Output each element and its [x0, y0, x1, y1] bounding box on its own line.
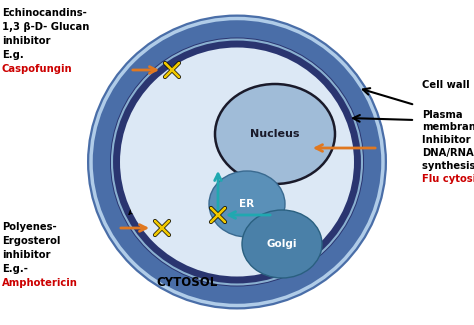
Text: inhibitor: inhibitor	[2, 250, 51, 260]
Text: inhibitor: inhibitor	[2, 36, 51, 46]
Text: Ergosterol: Ergosterol	[2, 236, 60, 246]
Text: Lanosterol to Ergosterol: Lanosterol to Ergosterol	[155, 146, 279, 155]
Ellipse shape	[215, 84, 335, 184]
Text: Azoles: Azoles	[128, 208, 163, 217]
Text: Fluconazole: Fluconazole	[230, 230, 293, 239]
Text: synthesis E.g.: synthesis E.g.	[422, 161, 474, 171]
Ellipse shape	[120, 47, 354, 277]
Text: Echinocandins-: Echinocandins-	[2, 8, 87, 18]
Ellipse shape	[87, 15, 387, 309]
Text: ER: ER	[239, 199, 255, 209]
Text: Cell wall: Cell wall	[422, 80, 470, 90]
Ellipse shape	[209, 171, 285, 237]
Text: DNA/RNA: DNA/RNA	[422, 148, 474, 158]
Text: CYTOSOL: CYTOSOL	[156, 276, 218, 289]
Text: membrane: membrane	[422, 122, 474, 132]
Text: Inhibitor of: Inhibitor of	[422, 135, 474, 145]
Text: Amphotericin: Amphotericin	[2, 278, 78, 288]
Text: demthylase: demthylase	[230, 217, 289, 226]
Text: E.g.: E.g.	[2, 50, 24, 60]
Text: Lanosterol 14º: Lanosterol 14º	[230, 204, 305, 213]
Text: Plasma: Plasma	[422, 110, 463, 120]
Text: 1,3 β-D- Glucan: 1,3 β-D- Glucan	[2, 22, 90, 32]
Ellipse shape	[242, 210, 322, 278]
Ellipse shape	[110, 37, 364, 287]
Text: E.g.-: E.g.-	[2, 264, 28, 274]
Text: Polyenes-: Polyenes-	[2, 222, 56, 232]
Text: Caspofungin: Caspofungin	[2, 64, 73, 74]
Text: Flu cytosine: Flu cytosine	[422, 174, 474, 184]
Text: Golgi: Golgi	[267, 239, 297, 249]
Text: Nucleus: Nucleus	[250, 129, 300, 139]
